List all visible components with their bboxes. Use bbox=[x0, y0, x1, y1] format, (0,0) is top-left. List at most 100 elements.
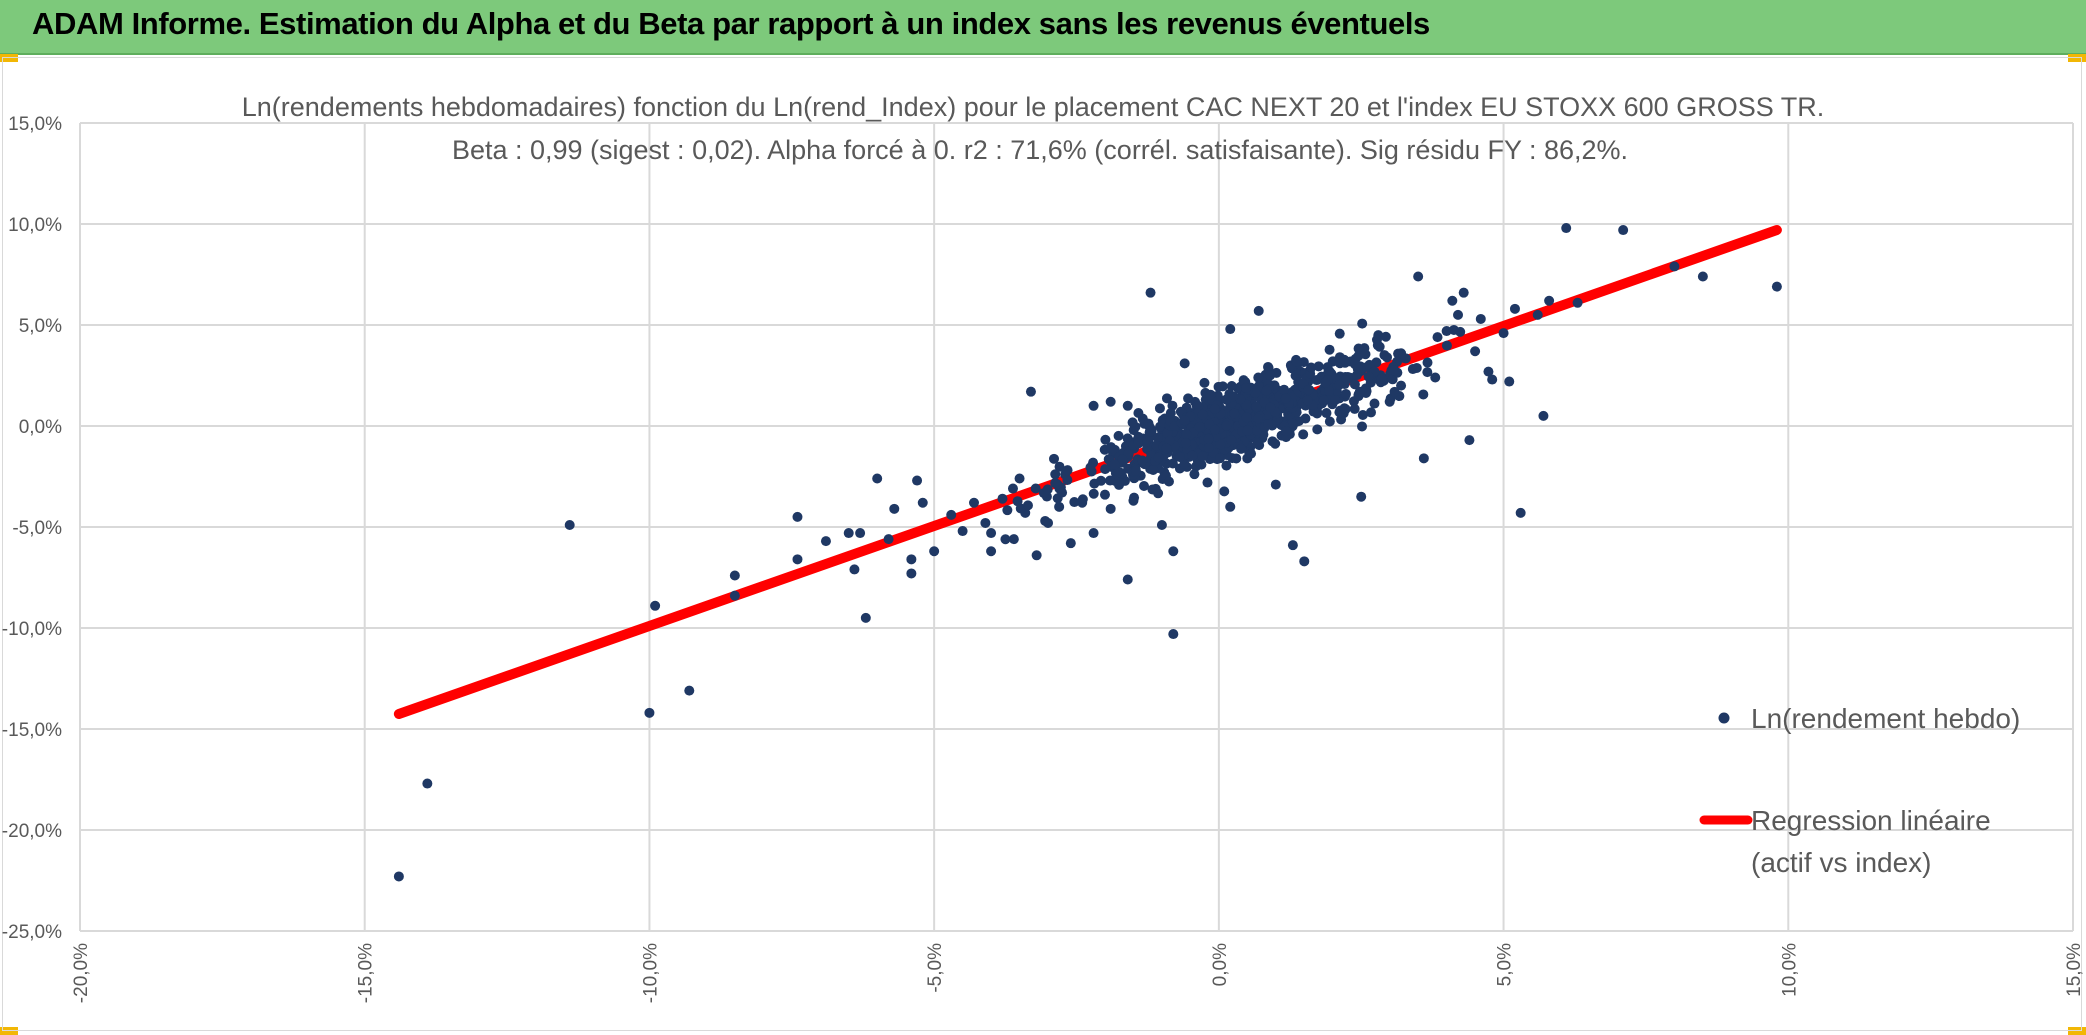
data-point bbox=[393, 871, 404, 882]
data-point bbox=[1470, 346, 1481, 357]
data-point bbox=[1161, 393, 1172, 404]
data-point bbox=[1000, 534, 1011, 545]
data-point bbox=[1203, 442, 1214, 453]
data-point bbox=[1365, 407, 1376, 418]
page-title: ADAM Informe. Estimation du Alpha et du … bbox=[32, 6, 1430, 41]
data-point bbox=[1339, 354, 1350, 365]
data-point bbox=[1697, 271, 1708, 282]
data-point bbox=[1088, 488, 1099, 499]
data-point bbox=[1100, 434, 1111, 445]
data-point bbox=[1298, 357, 1309, 368]
data-point bbox=[644, 707, 655, 718]
data-point bbox=[1179, 415, 1190, 426]
data-point bbox=[1130, 465, 1141, 476]
data-point bbox=[917, 497, 928, 508]
y-tick-label: -15,0% bbox=[2, 720, 62, 741]
data-point bbox=[1299, 556, 1310, 567]
data-point bbox=[1219, 486, 1230, 497]
data-point bbox=[906, 554, 917, 565]
data-point bbox=[1311, 375, 1322, 386]
data-point bbox=[1509, 303, 1520, 314]
data-point bbox=[1324, 366, 1335, 377]
data-point bbox=[1213, 381, 1224, 392]
data-point bbox=[1280, 393, 1291, 404]
data-point bbox=[1014, 473, 1025, 484]
data-point bbox=[1353, 343, 1364, 354]
data-point bbox=[1312, 424, 1323, 435]
data-point bbox=[1357, 409, 1368, 420]
data-point bbox=[1221, 420, 1232, 431]
data-point bbox=[1270, 479, 1281, 490]
data-point bbox=[1012, 496, 1023, 507]
y-tick-label: -25,0% bbox=[2, 922, 62, 943]
data-point bbox=[1065, 538, 1076, 549]
data-point bbox=[1209, 424, 1220, 435]
data-point bbox=[1040, 515, 1051, 526]
data-point bbox=[1205, 389, 1216, 400]
data-point bbox=[1380, 331, 1391, 342]
data-point bbox=[986, 546, 997, 557]
x-tick-label: 0,0% bbox=[1210, 943, 1231, 986]
legend-label-scatter: Ln(rendement hebdo) bbox=[1751, 703, 2020, 734]
data-point bbox=[1241, 382, 1252, 393]
data-point bbox=[1321, 408, 1332, 419]
data-point bbox=[1057, 487, 1068, 498]
data-point bbox=[1162, 428, 1173, 439]
data-point bbox=[1242, 425, 1253, 436]
data-point bbox=[1475, 313, 1486, 324]
data-point bbox=[1226, 435, 1237, 446]
chart-subtitle: Beta : 0,99 (sigest : 0,02). Alpha forcé… bbox=[452, 135, 1628, 165]
data-point bbox=[1153, 488, 1164, 499]
data-point bbox=[1369, 398, 1380, 409]
data-point bbox=[1330, 395, 1341, 406]
data-point bbox=[1396, 380, 1407, 391]
data-point bbox=[1334, 328, 1345, 339]
data-point bbox=[1281, 426, 1292, 437]
y-tick-label: -20,0% bbox=[2, 821, 62, 842]
data-point bbox=[1197, 451, 1208, 462]
data-point bbox=[1382, 352, 1393, 363]
data-point bbox=[1113, 467, 1124, 478]
data-point bbox=[564, 519, 575, 530]
data-point bbox=[1062, 465, 1073, 476]
data-point bbox=[1413, 271, 1424, 282]
data-point bbox=[820, 536, 831, 547]
data-point bbox=[1253, 305, 1264, 316]
data-point bbox=[1357, 318, 1368, 329]
x-tick-label: 10,0% bbox=[1779, 943, 1800, 997]
data-point bbox=[1054, 501, 1065, 512]
data-point bbox=[1122, 400, 1133, 411]
data-point bbox=[1372, 340, 1383, 351]
data-point bbox=[1161, 443, 1172, 454]
data-point bbox=[1253, 413, 1264, 424]
data-point bbox=[650, 600, 661, 611]
data-point bbox=[980, 517, 991, 528]
data-point bbox=[1133, 438, 1144, 449]
grid-layer bbox=[79, 122, 2074, 932]
data-point bbox=[1165, 407, 1176, 418]
data-point bbox=[1007, 483, 1018, 494]
corner-marker-top-right bbox=[2068, 54, 2086, 62]
data-point bbox=[1418, 389, 1429, 400]
data-point bbox=[1156, 519, 1167, 530]
data-point bbox=[1226, 381, 1237, 392]
data-point bbox=[1318, 395, 1329, 406]
data-point bbox=[1203, 433, 1214, 444]
x-tick-label: -15,0% bbox=[356, 943, 377, 1003]
data-point bbox=[912, 475, 923, 486]
data-point bbox=[1025, 386, 1036, 397]
data-point bbox=[1441, 340, 1452, 351]
data-point bbox=[1152, 432, 1163, 443]
data-point bbox=[1430, 372, 1441, 383]
data-point bbox=[1422, 367, 1433, 378]
legend-marker-scatter bbox=[1718, 712, 1730, 724]
data-point bbox=[957, 526, 968, 537]
corner-marker-bottom-right bbox=[2068, 1027, 2086, 1035]
data-point bbox=[729, 570, 740, 581]
data-point bbox=[1168, 629, 1179, 640]
data-point bbox=[1363, 371, 1374, 382]
data-point bbox=[1030, 483, 1041, 494]
data-point bbox=[1236, 443, 1247, 454]
data-point bbox=[1389, 386, 1400, 397]
data-point bbox=[1105, 396, 1116, 407]
